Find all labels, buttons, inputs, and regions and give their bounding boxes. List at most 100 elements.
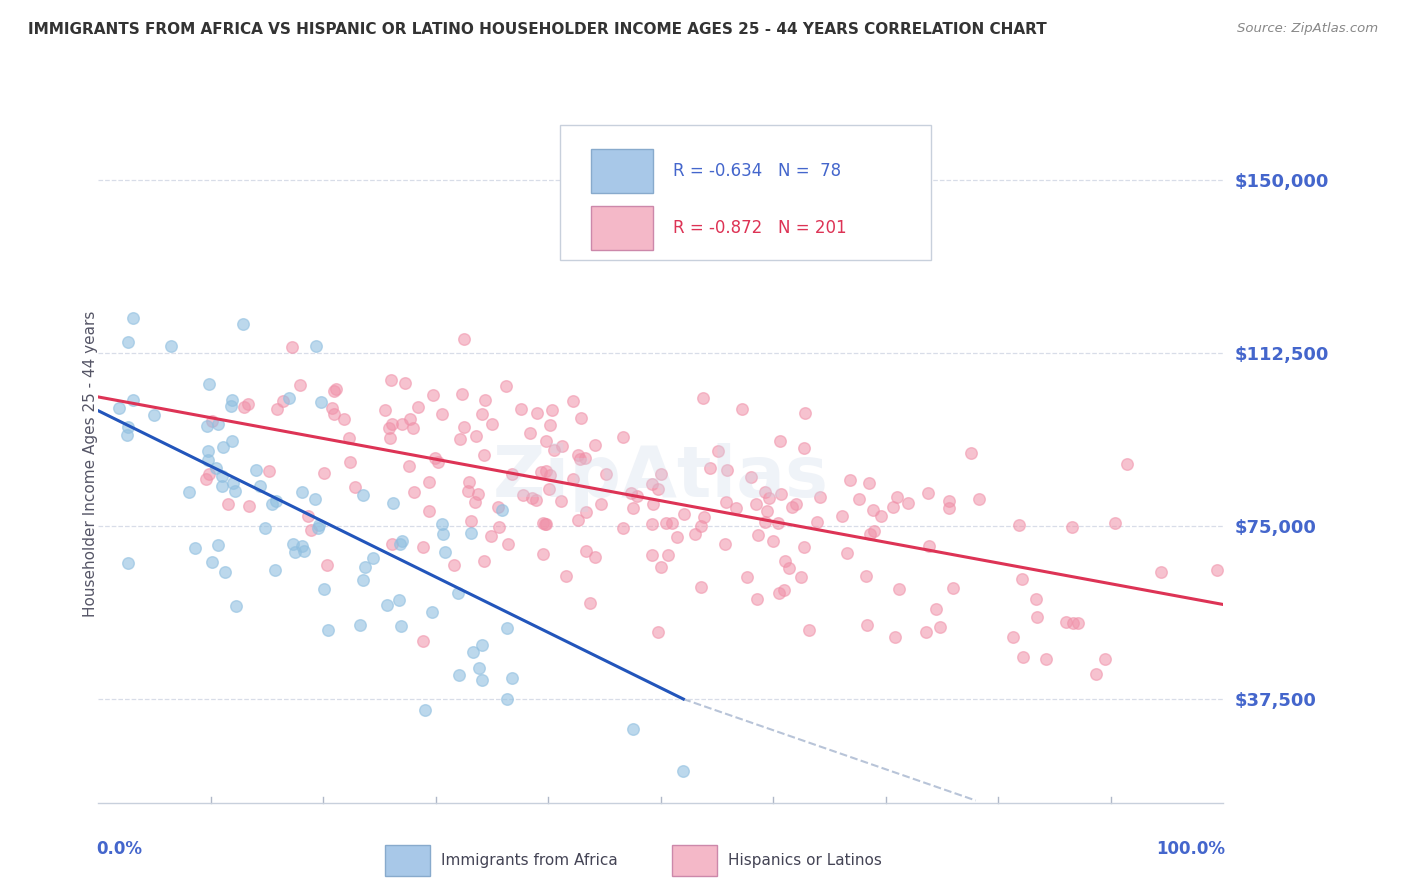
- FancyBboxPatch shape: [560, 125, 931, 260]
- Point: [1062, 520, 1084, 534]
- Point: [714, 495, 737, 509]
- Point: [122, 310, 145, 325]
- Point: [941, 581, 963, 595]
- Point: [754, 515, 776, 529]
- Point: [540, 417, 562, 432]
- Point: [496, 621, 519, 635]
- Point: [472, 554, 495, 568]
- Point: [221, 434, 243, 449]
- Text: Hispanics or Latinos: Hispanics or Latinos: [728, 853, 882, 868]
- Point: [232, 317, 254, 331]
- Point: [928, 620, 950, 634]
- Point: [538, 467, 561, 482]
- Point: [620, 485, 643, 500]
- Point: [690, 519, 713, 533]
- Point: [117, 556, 139, 570]
- Point: [314, 466, 336, 480]
- Point: [245, 463, 267, 477]
- Point: [647, 625, 669, 640]
- Point: [207, 538, 229, 552]
- Point: [555, 569, 578, 583]
- Point: [457, 484, 479, 499]
- Point: [432, 407, 454, 421]
- Point: [325, 382, 347, 396]
- Point: [453, 332, 475, 346]
- Point: [184, 541, 207, 556]
- Point: [882, 500, 904, 515]
- Point: [458, 475, 481, 489]
- Point: [297, 509, 319, 524]
- Point: [447, 586, 470, 600]
- Point: [432, 527, 454, 541]
- Point: [848, 492, 870, 507]
- Point: [219, 399, 242, 413]
- Point: [222, 476, 245, 491]
- Point: [291, 484, 314, 499]
- Point: [374, 402, 396, 417]
- Point: [207, 417, 229, 432]
- Point: [762, 534, 785, 549]
- Point: [672, 764, 695, 778]
- Point: [1011, 573, 1033, 587]
- Point: [460, 514, 482, 528]
- Point: [575, 505, 598, 519]
- Point: [1067, 615, 1090, 630]
- Point: [1002, 631, 1025, 645]
- Point: [731, 402, 754, 417]
- Point: [304, 339, 326, 353]
- Point: [699, 460, 721, 475]
- Point: [747, 527, 769, 541]
- Point: [312, 582, 335, 597]
- Point: [661, 516, 683, 530]
- Point: [1025, 591, 1047, 606]
- Point: [692, 391, 714, 405]
- Point: [778, 560, 800, 574]
- Point: [959, 446, 981, 460]
- Point: [925, 602, 948, 616]
- Point: [160, 339, 183, 353]
- Point: [380, 431, 402, 445]
- Point: [641, 477, 664, 491]
- Point: [453, 419, 475, 434]
- Point: [398, 458, 420, 473]
- Point: [1062, 616, 1084, 631]
- Point: [402, 484, 425, 499]
- Point: [621, 722, 644, 736]
- Point: [785, 497, 807, 511]
- Point: [666, 530, 689, 544]
- Point: [278, 391, 301, 405]
- Text: 0.0%: 0.0%: [96, 840, 142, 858]
- Point: [574, 451, 596, 466]
- Point: [938, 501, 960, 516]
- Text: IMMIGRANTS FROM AFRICA VS HISPANIC OR LATINO HOUSEHOLDER INCOME AGES 25 - 44 YEA: IMMIGRANTS FROM AFRICA VS HISPANIC OR LA…: [28, 22, 1047, 37]
- Point: [692, 510, 714, 524]
- Point: [399, 412, 422, 426]
- Point: [837, 546, 859, 560]
- Point: [288, 377, 311, 392]
- Point: [307, 521, 329, 535]
- Point: [238, 499, 260, 513]
- Point: [257, 464, 280, 478]
- Point: [426, 455, 449, 469]
- Point: [657, 548, 679, 562]
- Point: [790, 570, 813, 584]
- Point: [745, 592, 768, 607]
- Point: [266, 401, 288, 416]
- Point: [536, 517, 558, 532]
- Point: [889, 582, 911, 597]
- Point: [793, 540, 815, 554]
- Point: [391, 417, 413, 431]
- Point: [434, 545, 457, 559]
- Point: [412, 540, 434, 554]
- Point: [519, 426, 541, 441]
- Point: [471, 639, 494, 653]
- Point: [391, 533, 413, 548]
- Point: [122, 392, 145, 407]
- Point: [430, 517, 453, 532]
- Point: [449, 668, 471, 682]
- Point: [1012, 649, 1035, 664]
- Point: [568, 452, 591, 467]
- Point: [897, 496, 920, 510]
- Point: [673, 507, 696, 521]
- Point: [858, 475, 880, 490]
